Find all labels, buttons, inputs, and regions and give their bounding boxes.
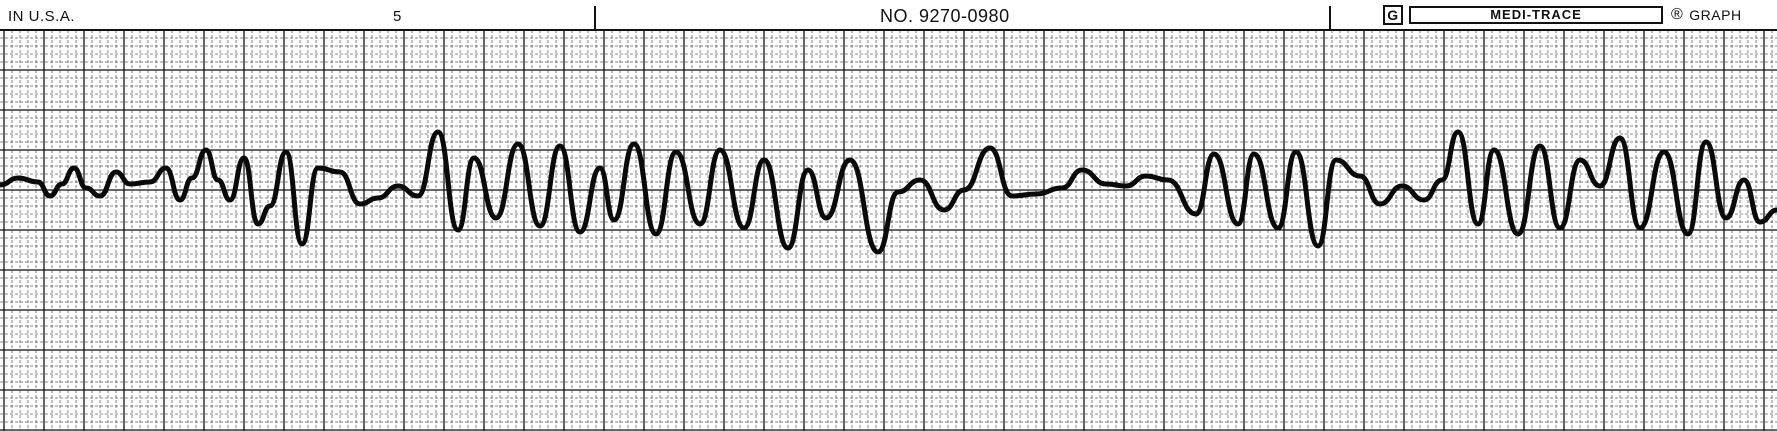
graph-paper-grid xyxy=(0,6,1777,431)
brand-name: MEDI-TRACE xyxy=(1409,6,1663,24)
registered-mark: ® xyxy=(1671,6,1684,23)
brand-letter-box: G xyxy=(1383,5,1403,25)
header-chart-number: NO. 9270-0980 xyxy=(880,6,1010,26)
header-origin-label: IN U.S.A. xyxy=(8,8,76,25)
header-right-label: GRAPH xyxy=(1689,7,1742,23)
header-page-number: 5 xyxy=(393,8,402,25)
brand-logo: G MEDI-TRACE ® GRAPH xyxy=(1383,5,1742,25)
ecg-waveform-trace xyxy=(0,129,1777,255)
